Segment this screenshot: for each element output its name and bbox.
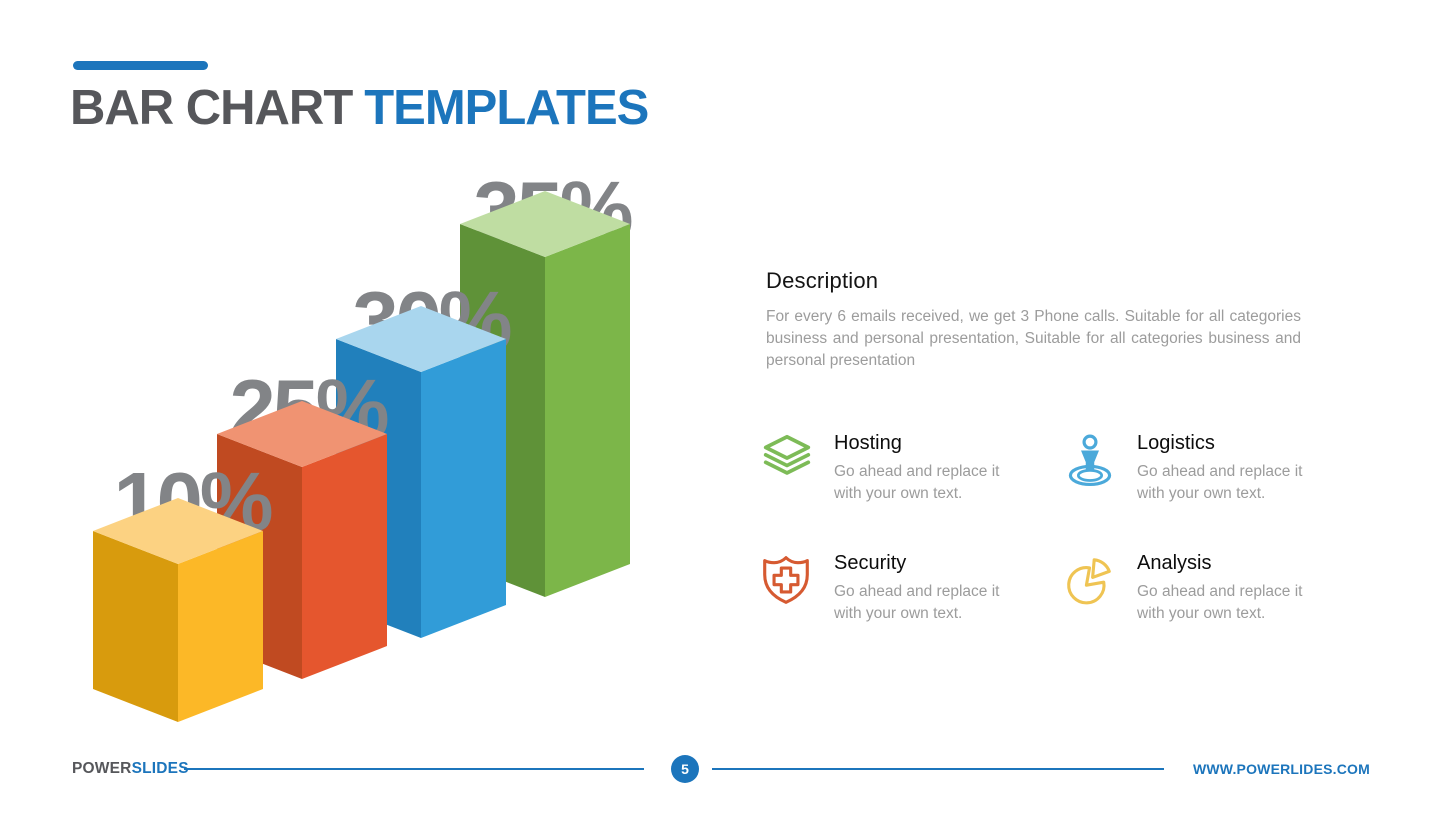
location-marker-icon <box>1062 432 1120 491</box>
brand-part-dark: POWER <box>72 760 132 777</box>
description-block: Description For every 6 emails received,… <box>766 268 1301 372</box>
feature-text: Security Go ahead and replace it with yo… <box>834 552 1026 625</box>
bar-top-face <box>217 401 387 467</box>
bar-front-face <box>545 224 630 597</box>
shield-cross-icon <box>759 552 817 613</box>
feature-hosting: Hosting Go ahead and replace it with you… <box>759 432 1026 505</box>
bar-front-face <box>421 339 506 638</box>
website-link[interactable]: WWW.POWERLIDES.COM <box>1192 761 1370 777</box>
feature-logistics: Logistics Go ahead and replace it with y… <box>1062 432 1329 505</box>
feature-body: Go ahead and replace it with your own te… <box>834 583 1000 622</box>
footer-divider-left <box>184 768 644 770</box>
feature-security: Security Go ahead and replace it with yo… <box>759 552 1026 625</box>
description-body: For every 6 emails received, we get 3 Ph… <box>766 308 1301 369</box>
title-accent-bar <box>73 61 208 70</box>
page-title-dark: BAR CHART <box>70 81 353 135</box>
bar-left-face <box>93 531 178 722</box>
feature-title: Logistics <box>1137 432 1215 454</box>
footer-divider-right <box>712 768 1164 770</box>
bar-front-face <box>178 531 263 722</box>
bar-top-face <box>93 498 263 564</box>
feature-text: Analysis Go ahead and replace it with yo… <box>1137 552 1329 625</box>
description-heading: Description <box>766 268 879 293</box>
layers-icon <box>759 432 817 487</box>
page-title-accent: TEMPLATES <box>364 81 649 135</box>
bar-top-face <box>336 306 506 372</box>
feature-title: Analysis <box>1137 552 1212 574</box>
bar-front-face <box>302 434 387 679</box>
page-number: 5 <box>681 761 689 777</box>
pie-chart-icon <box>1062 552 1120 613</box>
footer-brand-logo: POWERSLIDES <box>72 760 189 778</box>
feature-body: Go ahead and replace it with your own te… <box>834 463 1000 502</box>
feature-analysis: Analysis Go ahead and replace it with yo… <box>1062 552 1329 625</box>
page-title: BAR CHART TEMPLATES <box>70 80 649 136</box>
feature-body: Go ahead and replace it with your own te… <box>1137 463 1303 502</box>
3d-bar-chart: 35%30%25%10% <box>93 164 635 722</box>
brand-part-accent: SLIDES <box>131 760 189 777</box>
feature-title: Hosting <box>834 432 902 454</box>
feature-text: Hosting Go ahead and replace it with you… <box>834 432 1026 505</box>
bar-top-face <box>460 191 630 257</box>
page-number-badge: 5 <box>671 755 699 783</box>
feature-text: Logistics Go ahead and replace it with y… <box>1137 432 1329 505</box>
feature-title: Security <box>834 552 907 574</box>
feature-body: Go ahead and replace it with your own te… <box>1137 583 1303 622</box>
